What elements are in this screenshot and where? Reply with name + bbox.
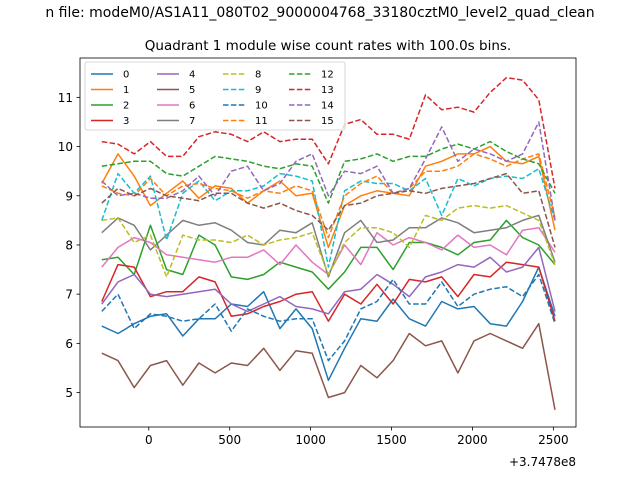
x-tick-label: 2000 <box>457 433 488 447</box>
x-tick-label: 2500 <box>538 433 569 447</box>
x-tick-label: 1000 <box>295 433 326 447</box>
legend-label-15: 15 <box>321 116 334 127</box>
figure-suptitle: n file: modeM0/AS1A11_080T02_9000004768_… <box>45 5 594 21</box>
legend-label-3: 3 <box>123 116 129 127</box>
series-line-13 <box>101 76 556 189</box>
series-line-4 <box>101 246 556 315</box>
x-tick-label: 500 <box>218 433 241 447</box>
series-line-0 <box>101 266 556 382</box>
legend-label-1: 1 <box>123 85 129 96</box>
y-tick-label: 5 <box>65 386 73 400</box>
legend-label-12: 12 <box>321 70 334 81</box>
legend-label-6: 6 <box>189 101 195 112</box>
legend-label-0: 0 <box>123 70 129 81</box>
series-line-11 <box>101 153 556 239</box>
series-line-7 <box>101 214 556 278</box>
chart-title: Quadrant 1 module wise count rates with … <box>145 38 511 54</box>
series-line-5 <box>101 322 556 410</box>
x-tick-label: 1500 <box>376 433 407 447</box>
axes-frame <box>79 57 577 428</box>
x-tick-label: 0 <box>145 433 153 447</box>
y-tick-label: 7 <box>65 288 73 302</box>
legend-label-5: 5 <box>189 85 195 96</box>
legend-label-7: 7 <box>189 116 195 127</box>
series-line-1 <box>101 145 556 249</box>
legend-label-2: 2 <box>123 101 129 112</box>
y-tick-label: 6 <box>65 337 73 351</box>
series-line-2 <box>101 219 556 290</box>
legend-label-13: 13 <box>321 85 334 96</box>
y-tick-label: 9 <box>65 189 73 203</box>
y-tick-label: 11 <box>58 91 73 105</box>
legend-label-4: 4 <box>189 70 195 81</box>
y-tick-label: 10 <box>58 140 73 154</box>
series-lines <box>101 76 556 410</box>
series-line-10 <box>101 273 556 362</box>
series-line-3 <box>101 261 556 322</box>
legend-label-14: 14 <box>321 101 334 112</box>
series-line-14 <box>101 121 556 221</box>
y-tick-label: 8 <box>65 238 73 252</box>
series-line-15 <box>101 172 556 248</box>
legend-label-10: 10 <box>255 101 268 112</box>
legend-box <box>84 61 346 131</box>
legend-label-11: 11 <box>255 116 268 127</box>
legend-label-8: 8 <box>255 70 261 81</box>
series-line-9 <box>101 167 556 268</box>
series-line-8 <box>101 204 556 278</box>
plot-area: 0 500 1000 1500 2000 250056789101101234567891… <box>58 57 577 447</box>
legend-label-9: 9 <box>255 85 261 96</box>
x-offset-label: +3.7478e8 <box>509 455 576 469</box>
series-line-12 <box>101 140 556 204</box>
